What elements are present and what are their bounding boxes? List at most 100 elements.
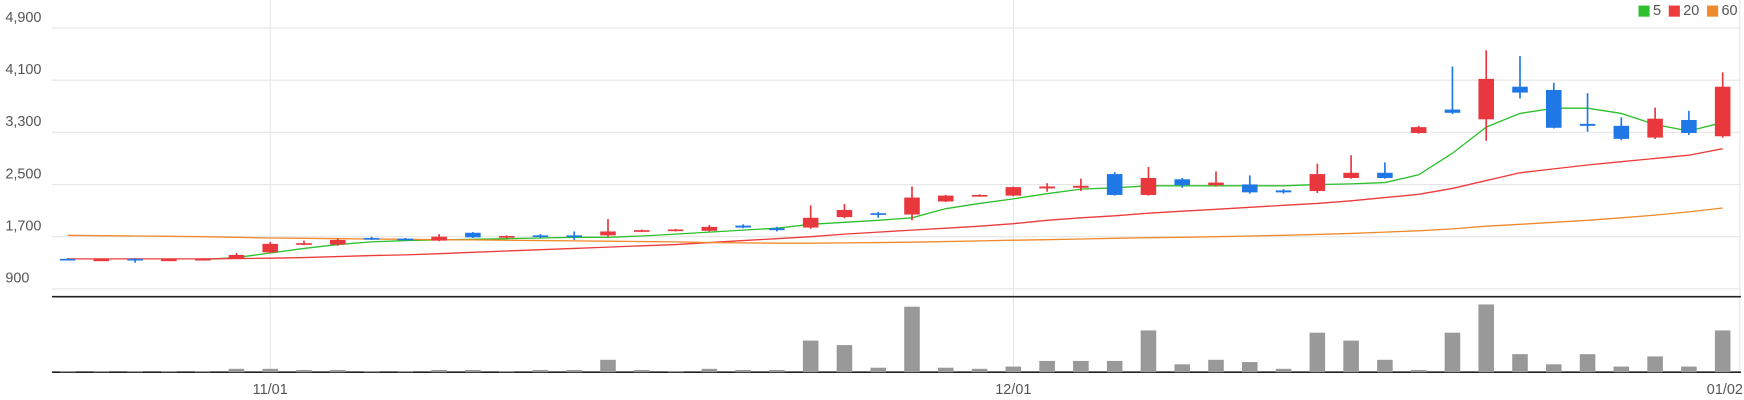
y-tick-label: 1,700 <box>5 218 41 234</box>
volume-bar <box>1106 360 1123 373</box>
candle-body <box>667 229 684 232</box>
x-tick-label: 01/02 <box>1707 382 1743 398</box>
candle-body <box>330 239 346 245</box>
volume-bar <box>1478 304 1494 373</box>
y-tick-label: 4,100 <box>5 62 41 78</box>
volume-bar <box>1275 368 1292 373</box>
candle-body <box>59 258 76 261</box>
volume-bar <box>667 371 684 373</box>
candle-body <box>465 232 481 238</box>
volume-bar <box>296 369 312 373</box>
volume-bar <box>194 371 211 373</box>
candle-body <box>938 195 954 202</box>
candle-body <box>904 197 920 215</box>
volume-bar <box>1343 340 1359 373</box>
y-tick-label: 2,500 <box>5 166 41 182</box>
volume-bar <box>1174 364 1190 373</box>
volume-bar <box>836 345 853 373</box>
candle-body <box>161 259 177 262</box>
volume-bar <box>802 340 819 373</box>
candle-body <box>363 237 380 240</box>
volume-bar <box>1579 354 1596 373</box>
volume-bar <box>532 369 549 373</box>
volume-bar <box>1242 362 1258 373</box>
candle-body <box>1174 179 1190 186</box>
volume-bar <box>59 371 76 373</box>
volume-bar <box>904 306 920 373</box>
volume-bar <box>1681 366 1697 373</box>
candle-body <box>769 228 785 231</box>
candle-body <box>262 243 278 253</box>
candle-body <box>1106 174 1123 195</box>
candle-body <box>566 235 582 238</box>
ma-line <box>67 148 1723 260</box>
volume-bar <box>1647 356 1663 373</box>
candle-body <box>1242 184 1258 193</box>
volume-bar <box>1039 360 1055 373</box>
candle-body <box>1073 185 1089 188</box>
candle-body <box>431 236 447 241</box>
legend-swatch <box>1668 5 1680 17</box>
legend-swatch <box>1638 5 1650 17</box>
candle-body <box>532 235 549 238</box>
volume-bar <box>634 369 650 373</box>
volume-bar <box>465 369 481 373</box>
x-tick-label: 11/01 <box>253 382 288 398</box>
candle-body <box>1410 127 1427 134</box>
volume-bar <box>870 367 886 373</box>
candle-body <box>397 238 414 241</box>
y-tick-label: 3,300 <box>5 114 41 130</box>
volume-bar <box>600 359 616 373</box>
candle-body <box>296 243 312 245</box>
candle-body <box>735 225 751 228</box>
volume-bar <box>397 371 414 373</box>
legend-swatch <box>1707 5 1719 17</box>
volume-bar <box>971 368 988 373</box>
candle-body <box>701 226 718 231</box>
candle-body <box>634 230 650 232</box>
legend-label: 60 <box>1721 3 1737 19</box>
volume-bar <box>228 368 245 373</box>
candle-body <box>1140 178 1157 195</box>
legend-label: 20 <box>1683 3 1699 19</box>
candle-body <box>802 217 819 228</box>
volume-bar <box>1005 366 1022 373</box>
volume-bar <box>1444 332 1461 373</box>
candle-body <box>971 194 988 197</box>
candle-body <box>93 259 110 262</box>
volume-bar <box>1613 366 1630 373</box>
candle-body <box>194 258 211 261</box>
y-tick-label: 4,900 <box>5 10 41 26</box>
ma-line <box>67 207 1723 244</box>
candle-body <box>1377 172 1393 178</box>
candle-body <box>1647 118 1663 138</box>
candle-body <box>498 236 515 238</box>
volume-bar <box>769 369 785 373</box>
volume-bar <box>262 368 278 373</box>
candle-body <box>600 231 616 236</box>
candle-body <box>870 213 886 215</box>
volume-bar <box>1714 330 1731 373</box>
volume-bar <box>1208 359 1224 373</box>
volume-bar <box>498 371 515 373</box>
volume-bar <box>431 369 447 373</box>
volume-bar <box>735 369 751 373</box>
volume-bar <box>938 367 954 373</box>
y-tick-label: 900 <box>5 271 29 287</box>
volume-bar <box>566 369 582 373</box>
legend-label: 5 <box>1653 3 1661 19</box>
candle-body <box>1039 186 1055 189</box>
candle-body <box>1444 109 1461 113</box>
candle-body <box>1613 125 1630 139</box>
candle-body <box>1309 174 1326 192</box>
candle-body <box>1681 119 1697 134</box>
volume-bar <box>161 371 177 373</box>
candle-body <box>1275 190 1292 193</box>
candle-body <box>1512 86 1528 93</box>
candle-body <box>1343 172 1359 178</box>
candle-body <box>1005 187 1022 196</box>
volume-bar <box>1546 364 1562 373</box>
candle-body <box>228 254 245 259</box>
